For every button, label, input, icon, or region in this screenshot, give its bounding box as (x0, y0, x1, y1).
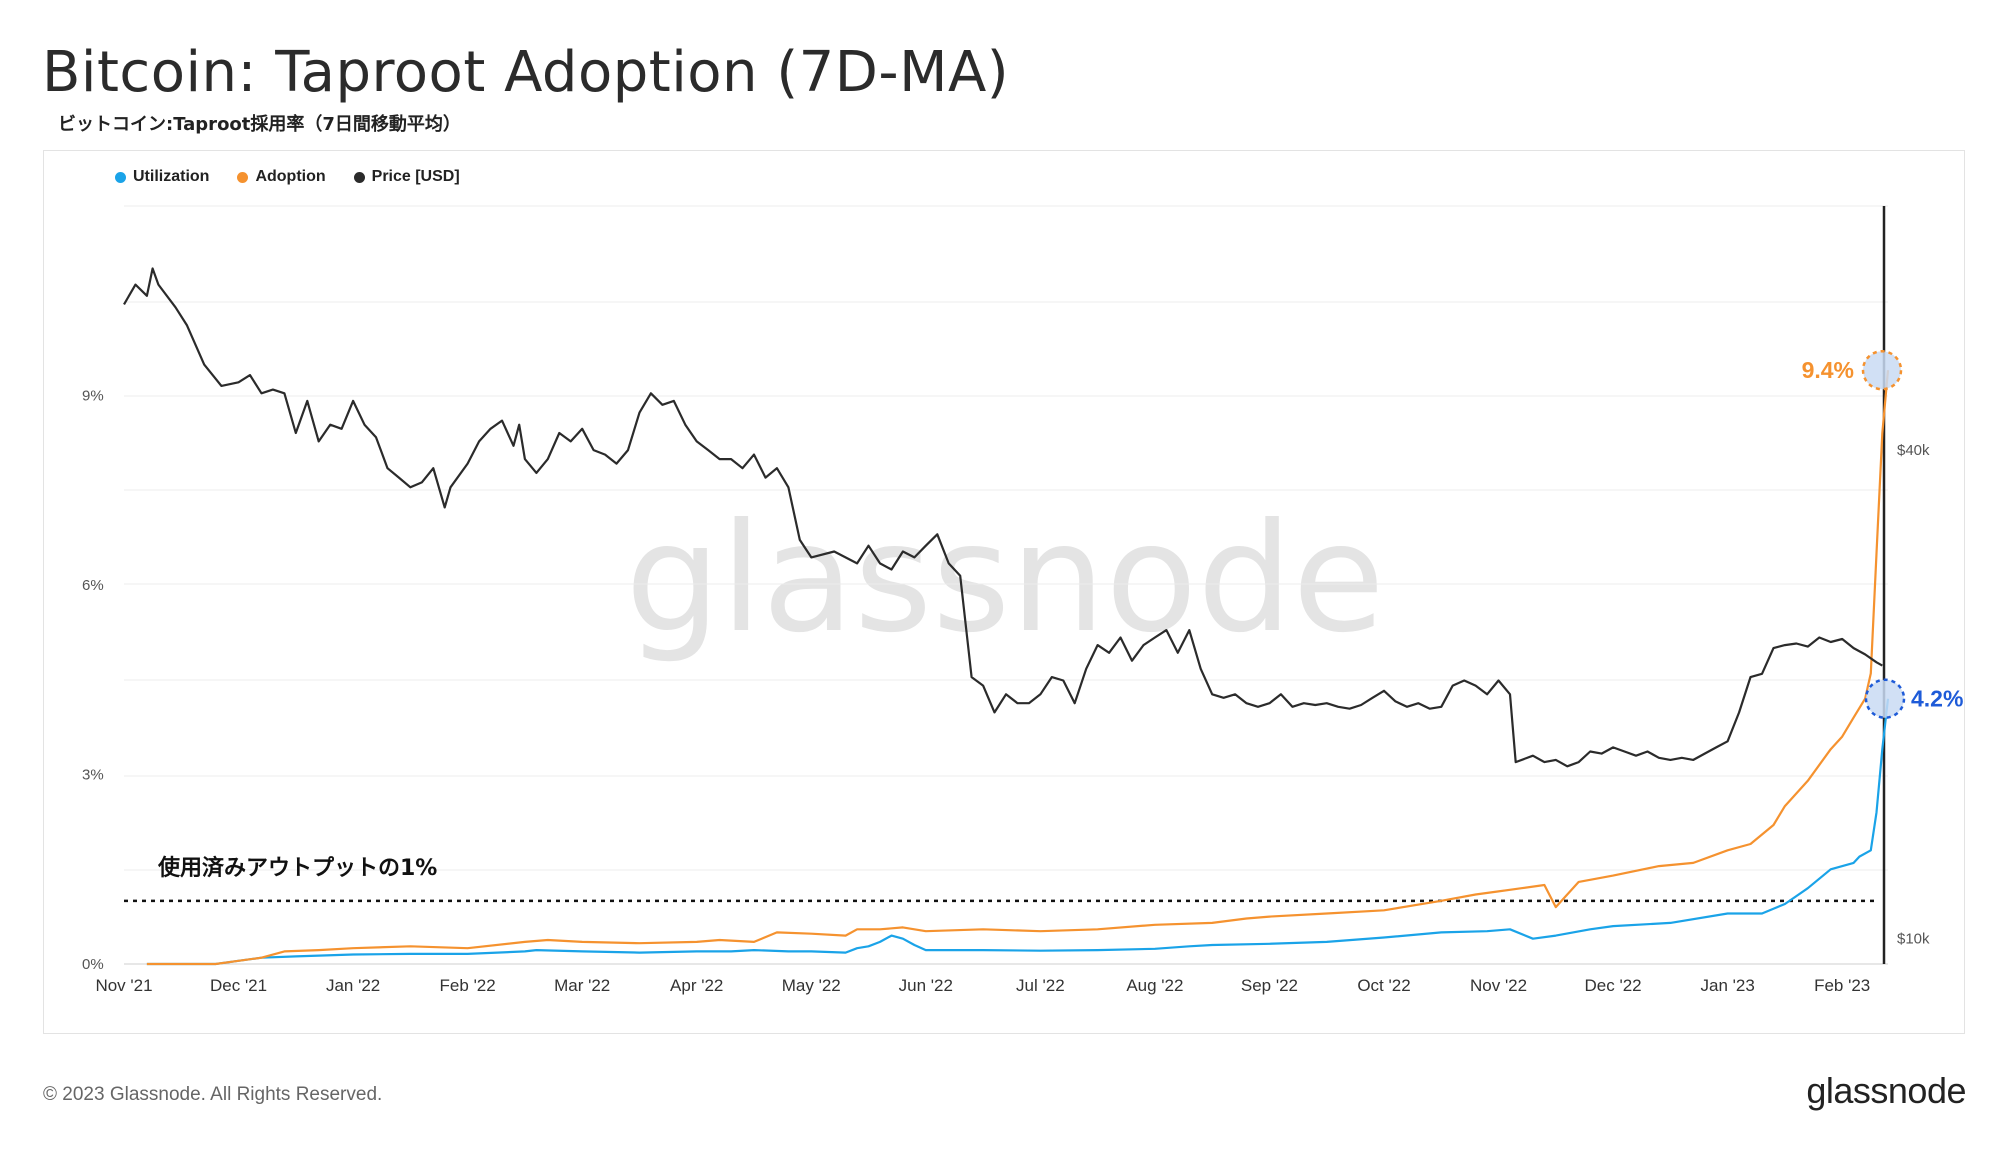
x-axis-tick-label: Dec '22 (1585, 976, 1642, 995)
x-axis-tick-label: Oct '22 (1357, 976, 1410, 995)
series-line-utilization (146, 698, 1890, 966)
legend-label-utilization: Utilization (133, 168, 210, 185)
left-axis-tick-label: 0% (82, 956, 104, 973)
legend-item-price[interactable]: Price [USD] (353, 168, 460, 186)
x-axis-tick-label: Jul '22 (1016, 976, 1065, 995)
watermark-text: glassnode (625, 492, 1384, 666)
legend-dot-adoption (237, 171, 249, 183)
x-axis-tick-label: Apr '22 (670, 976, 723, 995)
x-axis-tick-label: Sep '22 (1241, 976, 1298, 995)
right-axis-tick-label: $40k (1897, 442, 1930, 459)
series-line-adoption (146, 370, 1890, 966)
x-axis-tick-label: Jan '22 (326, 976, 380, 995)
left-axis-tick-label: 3% (82, 767, 104, 784)
annotation-label-utilization: 4.2% (1911, 686, 1963, 712)
x-axis-tick-label: Dec '21 (210, 976, 267, 995)
x-axis-tick-label: Mar '22 (554, 976, 610, 995)
legend-dot-utilization (115, 171, 126, 183)
threshold-label: 使用済みアウトプットの1% (157, 855, 437, 881)
x-axis-tick-label: Aug '22 (1126, 976, 1183, 995)
right-axis-tick-label: $10k (1897, 930, 1930, 947)
chart-title: Bitcoin: Taproot Adoption (7D-MA) (42, 40, 1010, 105)
chart-frame (43, 150, 1965, 1034)
legend-dot-price (353, 171, 365, 183)
left-axis-tick-label: 9% (82, 388, 104, 405)
x-axis-tick-label: Feb '22 (440, 976, 496, 995)
chart-legend: Utilization Adoption Price [USD] (115, 168, 460, 186)
x-axis-tick-label: Jun '22 (899, 976, 953, 995)
annotation-label-adoption: 9.4% (1802, 357, 1854, 383)
x-axis-tick-label: Jan '23 (1700, 976, 1754, 995)
annotation-circle-adoption (1861, 349, 1903, 391)
footer-copyright: © 2023 Glassnode. All Rights Reserved. (43, 1084, 383, 1105)
legend-item-adoption[interactable]: Adoption (237, 168, 326, 186)
x-axis-tick-label: May '22 (782, 976, 841, 995)
x-axis-tick-label: Nov '21 (95, 976, 152, 995)
legend-label-price: Price [USD] (371, 168, 460, 185)
x-axis-tick-label: Feb '23 (1814, 976, 1870, 995)
legend-item-utilization[interactable]: Utilization (115, 168, 209, 186)
chart-subtitle: ビットコイン:Taproot採用率（7日間移動平均） (58, 114, 461, 135)
left-axis-tick-label: 6% (82, 577, 104, 594)
series-line-price-usd (123, 267, 1883, 768)
legend-label-adoption: Adoption (255, 168, 326, 185)
x-axis-tick-label: Nov '22 (1470, 976, 1527, 995)
annotation-circle-utilization (1864, 678, 1906, 719)
glassnode-logo: glassnode (1806, 1070, 1966, 1111)
